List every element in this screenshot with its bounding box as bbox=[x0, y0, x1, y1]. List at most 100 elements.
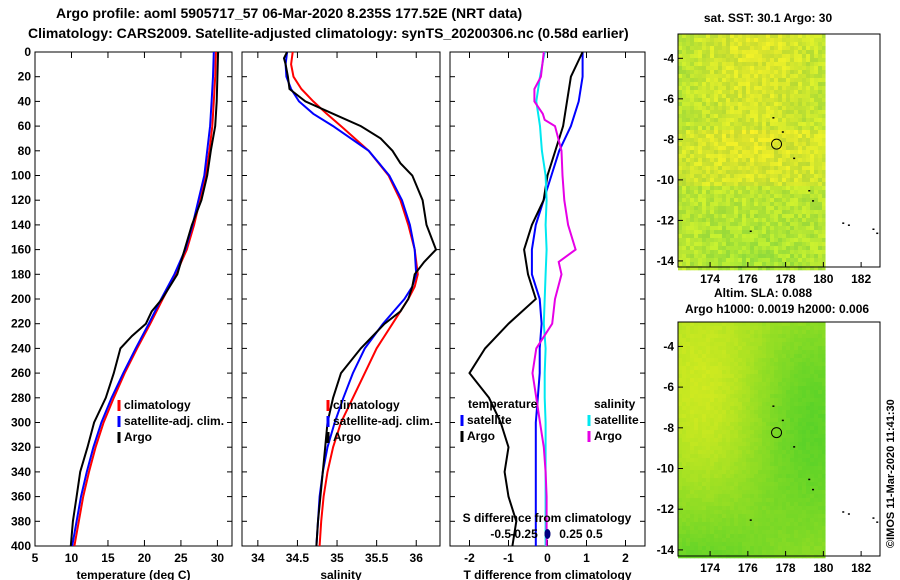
difference-legend-label: satellite bbox=[467, 413, 512, 427]
sla-map-panel: 174 176 178 180 182 -4 -6 -8 -10 -12 -14 Altim. SLA… bbox=[657, 286, 881, 575]
sst_map-ytick-label: -8 bbox=[663, 132, 674, 146]
sst_map-ytick-label: -12 bbox=[657, 213, 675, 227]
sst_map-island bbox=[772, 117, 775, 119]
difference-xlabel: T difference from climatology bbox=[463, 568, 631, 580]
depth-tick-label: 160 bbox=[11, 243, 31, 257]
depth-tick-label: 100 bbox=[11, 169, 31, 183]
depth-tick-label: 0 bbox=[24, 45, 31, 59]
sla_map-xtick-label: 182 bbox=[851, 561, 871, 575]
sst_map-island bbox=[872, 228, 875, 231]
sla_map-xtick-label: 176 bbox=[738, 561, 758, 575]
sla_map-island bbox=[772, 405, 775, 407]
difference-series-temperature-argo bbox=[468, 51, 584, 547]
sst_map-island bbox=[847, 224, 850, 226]
temperature-series-argo bbox=[69, 51, 220, 547]
depth-tick-label: 260 bbox=[11, 366, 31, 380]
sst_map-ytick-label: -10 bbox=[657, 173, 675, 187]
sla_map-frame bbox=[677, 321, 881, 557]
sla_map-island bbox=[781, 419, 784, 422]
temperature-xtick-label: 30 bbox=[211, 551, 225, 565]
difference-xtick-label: 2 bbox=[622, 551, 629, 565]
temperature-legend-label: satellite-adj. clim. bbox=[124, 414, 224, 428]
sla_map-ytick-label: -4 bbox=[663, 339, 674, 353]
salinity-frame bbox=[241, 51, 441, 547]
sla_map-ytick-label: -6 bbox=[663, 380, 674, 394]
sla_map-profile-marker bbox=[771, 427, 783, 439]
salinity-diff-tick-label: 0.5 bbox=[586, 527, 603, 541]
temperature-xlabel: temperature (deg C) bbox=[76, 568, 190, 580]
salinity-diff-tick-label: 0.25 bbox=[559, 527, 583, 541]
temperature-legend-label: climatology bbox=[124, 398, 191, 412]
depth-tick-label: 320 bbox=[11, 440, 31, 454]
sst_map-island bbox=[781, 131, 784, 133]
sla_map-island bbox=[808, 478, 811, 481]
temperature-frame bbox=[34, 51, 233, 547]
sst_map-island bbox=[842, 222, 845, 224]
difference-series-temperature-satellite bbox=[530, 52, 584, 546]
difference-legend-label: satellite bbox=[594, 413, 639, 427]
sla_map-island bbox=[842, 511, 845, 513]
difference-xtick-label: 0 bbox=[544, 551, 551, 565]
temperature-xtick-label: 5 bbox=[32, 551, 39, 565]
difference-legend-label: Argo bbox=[594, 429, 622, 443]
sla_map-xtick-label: 174 bbox=[700, 561, 720, 575]
depth-tick-label: 280 bbox=[11, 391, 31, 405]
salinity-diff-tick-label: -0.5 bbox=[490, 527, 511, 541]
salinity-legend-label: Argo bbox=[333, 430, 361, 444]
sla_map-ytick-label: -14 bbox=[657, 543, 675, 557]
sla_map-ytick-label: -8 bbox=[663, 421, 674, 435]
sst_map-ytick-label: -6 bbox=[663, 92, 674, 106]
salinity-xtick-label: 36 bbox=[410, 551, 424, 565]
sla_map-island bbox=[793, 446, 796, 448]
sla_map-xtick-label: 178 bbox=[776, 561, 796, 575]
sla_map-island bbox=[876, 521, 879, 523]
sst_map-ytick-label: -4 bbox=[663, 51, 674, 65]
depth-tick-label: 60 bbox=[18, 119, 32, 133]
salinity-zero-marker bbox=[544, 529, 551, 539]
temperature-legend-label: Argo bbox=[124, 430, 152, 444]
depth-tick-label: 200 bbox=[11, 292, 31, 306]
sst-map-title: sat. SST: 30.1 Argo: 30 bbox=[704, 11, 833, 25]
depth-tick-label: 140 bbox=[11, 218, 31, 232]
temperature-xtick-label: 10 bbox=[65, 551, 79, 565]
salinity-xtick-label: 34 bbox=[251, 551, 265, 565]
depth-tick-label: 300 bbox=[11, 416, 31, 430]
depth-tick-label: 40 bbox=[18, 94, 32, 108]
temperature-legend-title: temperature bbox=[468, 397, 538, 411]
depth-tick-label: 360 bbox=[11, 490, 31, 504]
sla_map-island bbox=[847, 513, 850, 515]
sst_map-xtick-label: 178 bbox=[776, 272, 796, 286]
depth-tick-label: 340 bbox=[11, 465, 31, 479]
sla_map-island bbox=[872, 517, 875, 519]
depth-tick-label: 180 bbox=[11, 267, 31, 281]
salinity-series-climatology bbox=[290, 51, 419, 547]
salinity-legend-label: climatology bbox=[333, 398, 400, 412]
sla_map-island bbox=[812, 488, 815, 491]
difference-xtick-label: 1 bbox=[583, 551, 590, 565]
sla_map-ytick-label: -12 bbox=[657, 502, 675, 516]
salinity-legend-title: salinity bbox=[594, 397, 636, 411]
sst_map-island bbox=[793, 157, 796, 160]
depth-tick-label: 80 bbox=[18, 144, 32, 158]
depth-tick-label: 240 bbox=[11, 341, 31, 355]
difference-series-salinity-argo bbox=[531, 51, 577, 546]
sst_map-ytick-label: -14 bbox=[657, 254, 675, 268]
sst_map-island bbox=[749, 230, 752, 233]
sla-map-subtitle: Argo h1000: 0.0019 h2000: 0.006 bbox=[685, 302, 869, 316]
sst_map-xtick-label: 180 bbox=[813, 272, 833, 286]
salinity-xtick-label: 34.5 bbox=[286, 551, 310, 565]
salinity-xtick-label: 35 bbox=[330, 551, 344, 565]
salinity-series-satellite-adj-clim- bbox=[284, 51, 418, 547]
difference-xtick-label: -1 bbox=[503, 551, 514, 565]
salinity-diff-axis-title: S difference from climatology bbox=[463, 511, 632, 525]
difference-xtick-label: -2 bbox=[464, 551, 475, 565]
depth-tick-label: 220 bbox=[11, 317, 31, 331]
sst-map-panel: 174 176 178 180 182 -4 -6 -8 -10 -12 -14 sat. SST: … bbox=[657, 11, 881, 286]
sla_map-ytick-label: -10 bbox=[657, 462, 675, 476]
depth-tick-label: 120 bbox=[11, 193, 31, 207]
temperature-panel: 5 10 15 20 25 3002040608010012014016018020022… bbox=[11, 45, 233, 580]
sst_map-frame bbox=[677, 33, 881, 268]
temperature-xtick-label: 15 bbox=[101, 551, 115, 565]
sst_map-island bbox=[808, 190, 811, 192]
